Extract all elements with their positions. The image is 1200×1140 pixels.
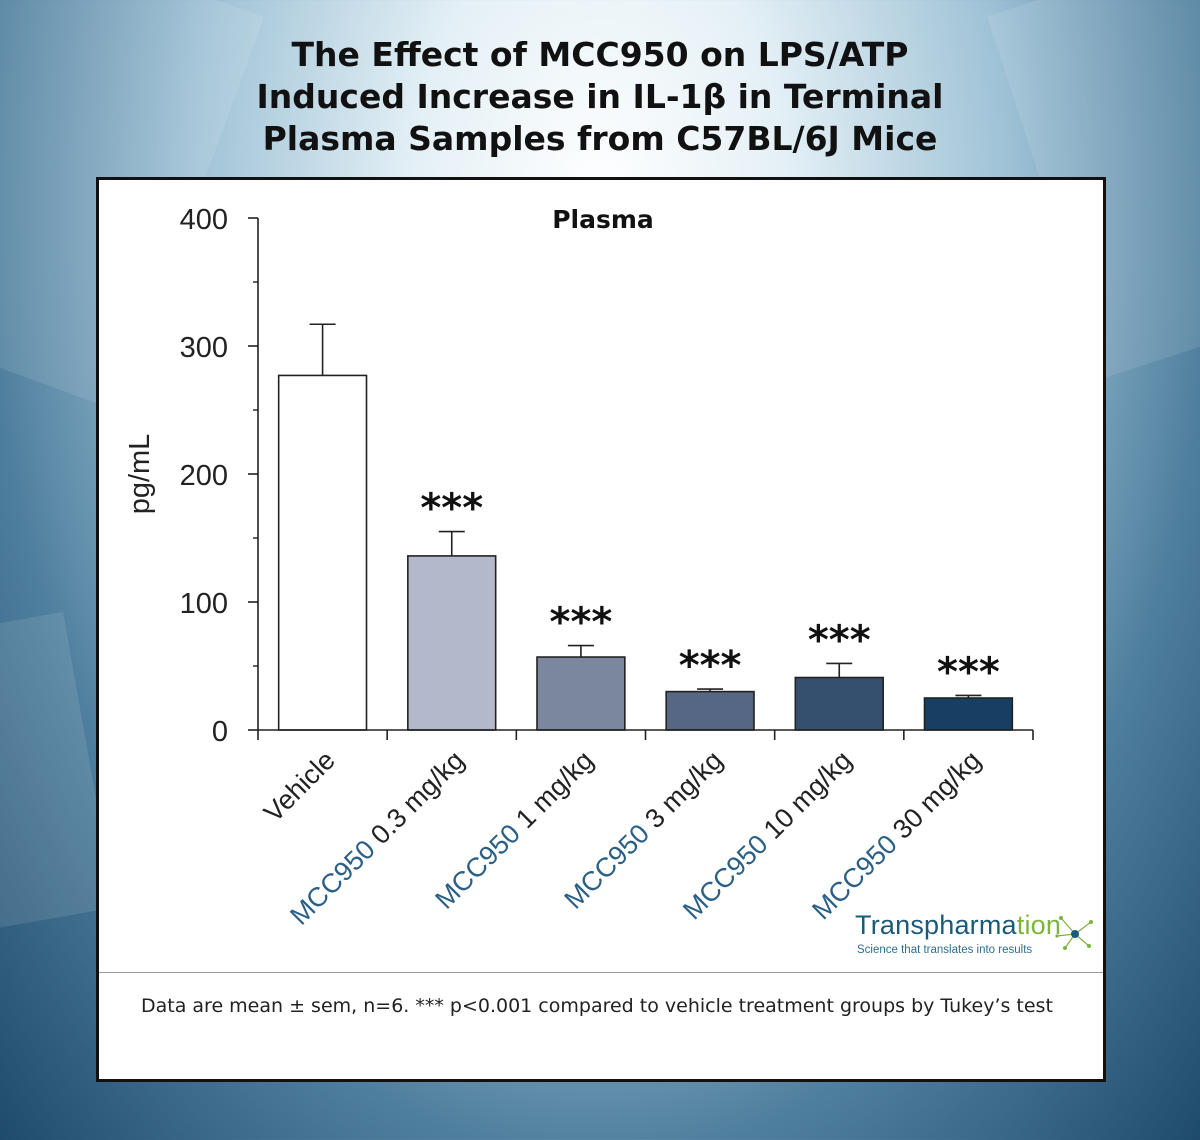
title-line: Induced Increase in IL-1β in Terminal bbox=[256, 77, 944, 116]
bar bbox=[665, 690, 755, 731]
logo-tagline: Science that translates into results bbox=[857, 944, 1033, 956]
x-tick-label-text: 30 mg/kg bbox=[887, 745, 987, 845]
chart-title: Plasma bbox=[552, 205, 654, 234]
x-tick-label-prefix: MCC950 bbox=[677, 824, 779, 926]
title-line: Plasma Samples from C57BL/6J Mice bbox=[262, 119, 938, 158]
molecule-icon bbox=[1055, 916, 1093, 950]
x-tick-label-text: 10 mg/kg bbox=[758, 745, 858, 845]
logo-name-part: tion bbox=[1016, 910, 1062, 940]
page-title: The Effect of MCC950 on LPS/ATP Induced … bbox=[0, 34, 1200, 160]
y-tick-label: 300 bbox=[180, 332, 228, 364]
x-tick-label-text: 3 mg/kg bbox=[639, 745, 728, 834]
bar-chart: Plasma 0 100 200 300 400 pg/mL *** *** *** *** *** V… bbox=[124, 204, 1034, 931]
y-tick-label: 200 bbox=[180, 460, 228, 492]
y-axis-label: pg/mL bbox=[124, 434, 156, 515]
x-tick-label-text: Vehicle bbox=[258, 745, 341, 828]
x-tick-label-text: 0.3 mg/kg bbox=[365, 745, 470, 850]
bar bbox=[407, 555, 497, 731]
significance-label: *** bbox=[937, 649, 1000, 695]
significance-label: *** bbox=[679, 643, 742, 689]
significance-label: *** bbox=[420, 486, 483, 532]
bar bbox=[536, 656, 626, 731]
divider bbox=[99, 972, 1103, 973]
x-tick-label-text: 1 mg/kg bbox=[510, 745, 599, 834]
y-tick-label: 400 bbox=[180, 204, 228, 236]
logo-wordmark: Transpharmation bbox=[855, 910, 1061, 941]
chart-panel: Plasma 0 100 200 300 400 pg/mL *** *** *** *** *** V… bbox=[96, 177, 1106, 1082]
bar bbox=[923, 697, 1014, 731]
x-tick-label-prefix: MCC950 bbox=[284, 829, 386, 931]
significance-label: *** bbox=[550, 600, 613, 646]
y-tick-label: 0 bbox=[212, 716, 228, 748]
y-tick-label: 100 bbox=[180, 588, 228, 620]
logo-name-part: Transpharma bbox=[855, 910, 1017, 940]
bar bbox=[277, 374, 368, 731]
title-line: The Effect of MCC950 on LPS/ATP bbox=[291, 35, 909, 74]
footnote: Data are mean ± sem, n=6. *** p<0.001 co… bbox=[141, 995, 1053, 1017]
x-tick-label-prefix: MCC950 bbox=[429, 813, 531, 915]
transpharmation-logo: Transpharmation Science that translates … bbox=[851, 908, 1097, 968]
x-tick-label-prefix: MCC950 bbox=[559, 813, 661, 915]
x-tick-label: Vehicle bbox=[258, 745, 341, 828]
significance-label: *** bbox=[808, 617, 871, 663]
bar bbox=[794, 676, 884, 731]
